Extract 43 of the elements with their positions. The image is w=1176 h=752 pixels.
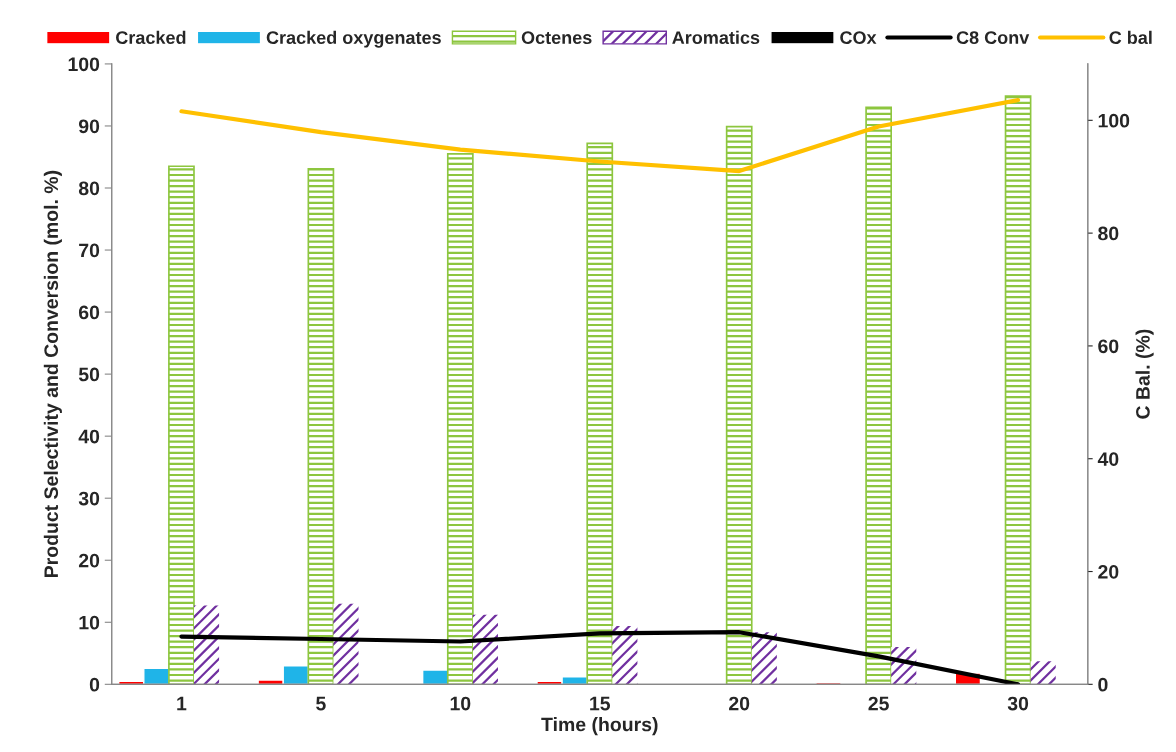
y2-tick-label: 20 xyxy=(1098,564,1119,579)
x-tick-label: 20 xyxy=(729,696,750,711)
y-tick-label: 30 xyxy=(78,491,100,506)
y-tick-label: 50 xyxy=(78,367,100,382)
y-tick-label: 60 xyxy=(79,305,100,320)
y2-axis-title: C Bal. (%) xyxy=(1135,329,1154,419)
y-tick-label: 0 xyxy=(89,677,100,692)
bar xyxy=(1030,661,1056,685)
y2-tick-label: 80 xyxy=(1098,226,1119,241)
bar xyxy=(751,632,777,685)
y2-tick-label: 0 xyxy=(1098,677,1108,692)
x-tick-label: 10 xyxy=(450,696,471,711)
y2-tick-label: 60 xyxy=(1098,339,1119,354)
y-axis-title: Product Selectivity and Conversion (mol. %) xyxy=(43,170,62,578)
x-tick-label: 25 xyxy=(868,696,889,711)
y-tick-label: 20 xyxy=(78,553,100,568)
legend-label: Octenes xyxy=(521,31,592,45)
bar xyxy=(193,605,220,685)
bar xyxy=(612,626,638,685)
legend-label: C8 Conv xyxy=(956,31,1030,45)
x-tick-label: 1 xyxy=(177,696,187,711)
x-tick-label: 15 xyxy=(590,696,611,711)
legend-label: Aromatics xyxy=(672,30,760,45)
bar xyxy=(421,669,449,685)
bar xyxy=(472,614,498,685)
y2-tick-label: 40 xyxy=(1097,452,1119,466)
legend-label: Cracked oxygenates xyxy=(266,30,441,48)
y-tick-label: 90 xyxy=(78,119,100,134)
line-series xyxy=(179,97,1021,174)
y2-tick-label: 100 xyxy=(1098,113,1130,128)
bar xyxy=(333,603,359,685)
y-tick-label: 10 xyxy=(79,615,100,630)
y-tick-label: 80 xyxy=(78,181,100,196)
y-tick-label: 100 xyxy=(68,57,100,72)
x-axis-title: Time (hours) xyxy=(541,717,658,736)
y-tick-label: 70 xyxy=(79,243,100,258)
x-tick-label: 30 xyxy=(1007,696,1029,711)
legend-label: COx xyxy=(840,31,877,45)
x-tick-label: 5 xyxy=(316,696,326,711)
legend-label: Cracked xyxy=(116,30,186,45)
y-tick-label: 40 xyxy=(78,429,100,444)
legend-label: C bal xyxy=(1109,30,1152,45)
line-series xyxy=(179,630,1021,685)
